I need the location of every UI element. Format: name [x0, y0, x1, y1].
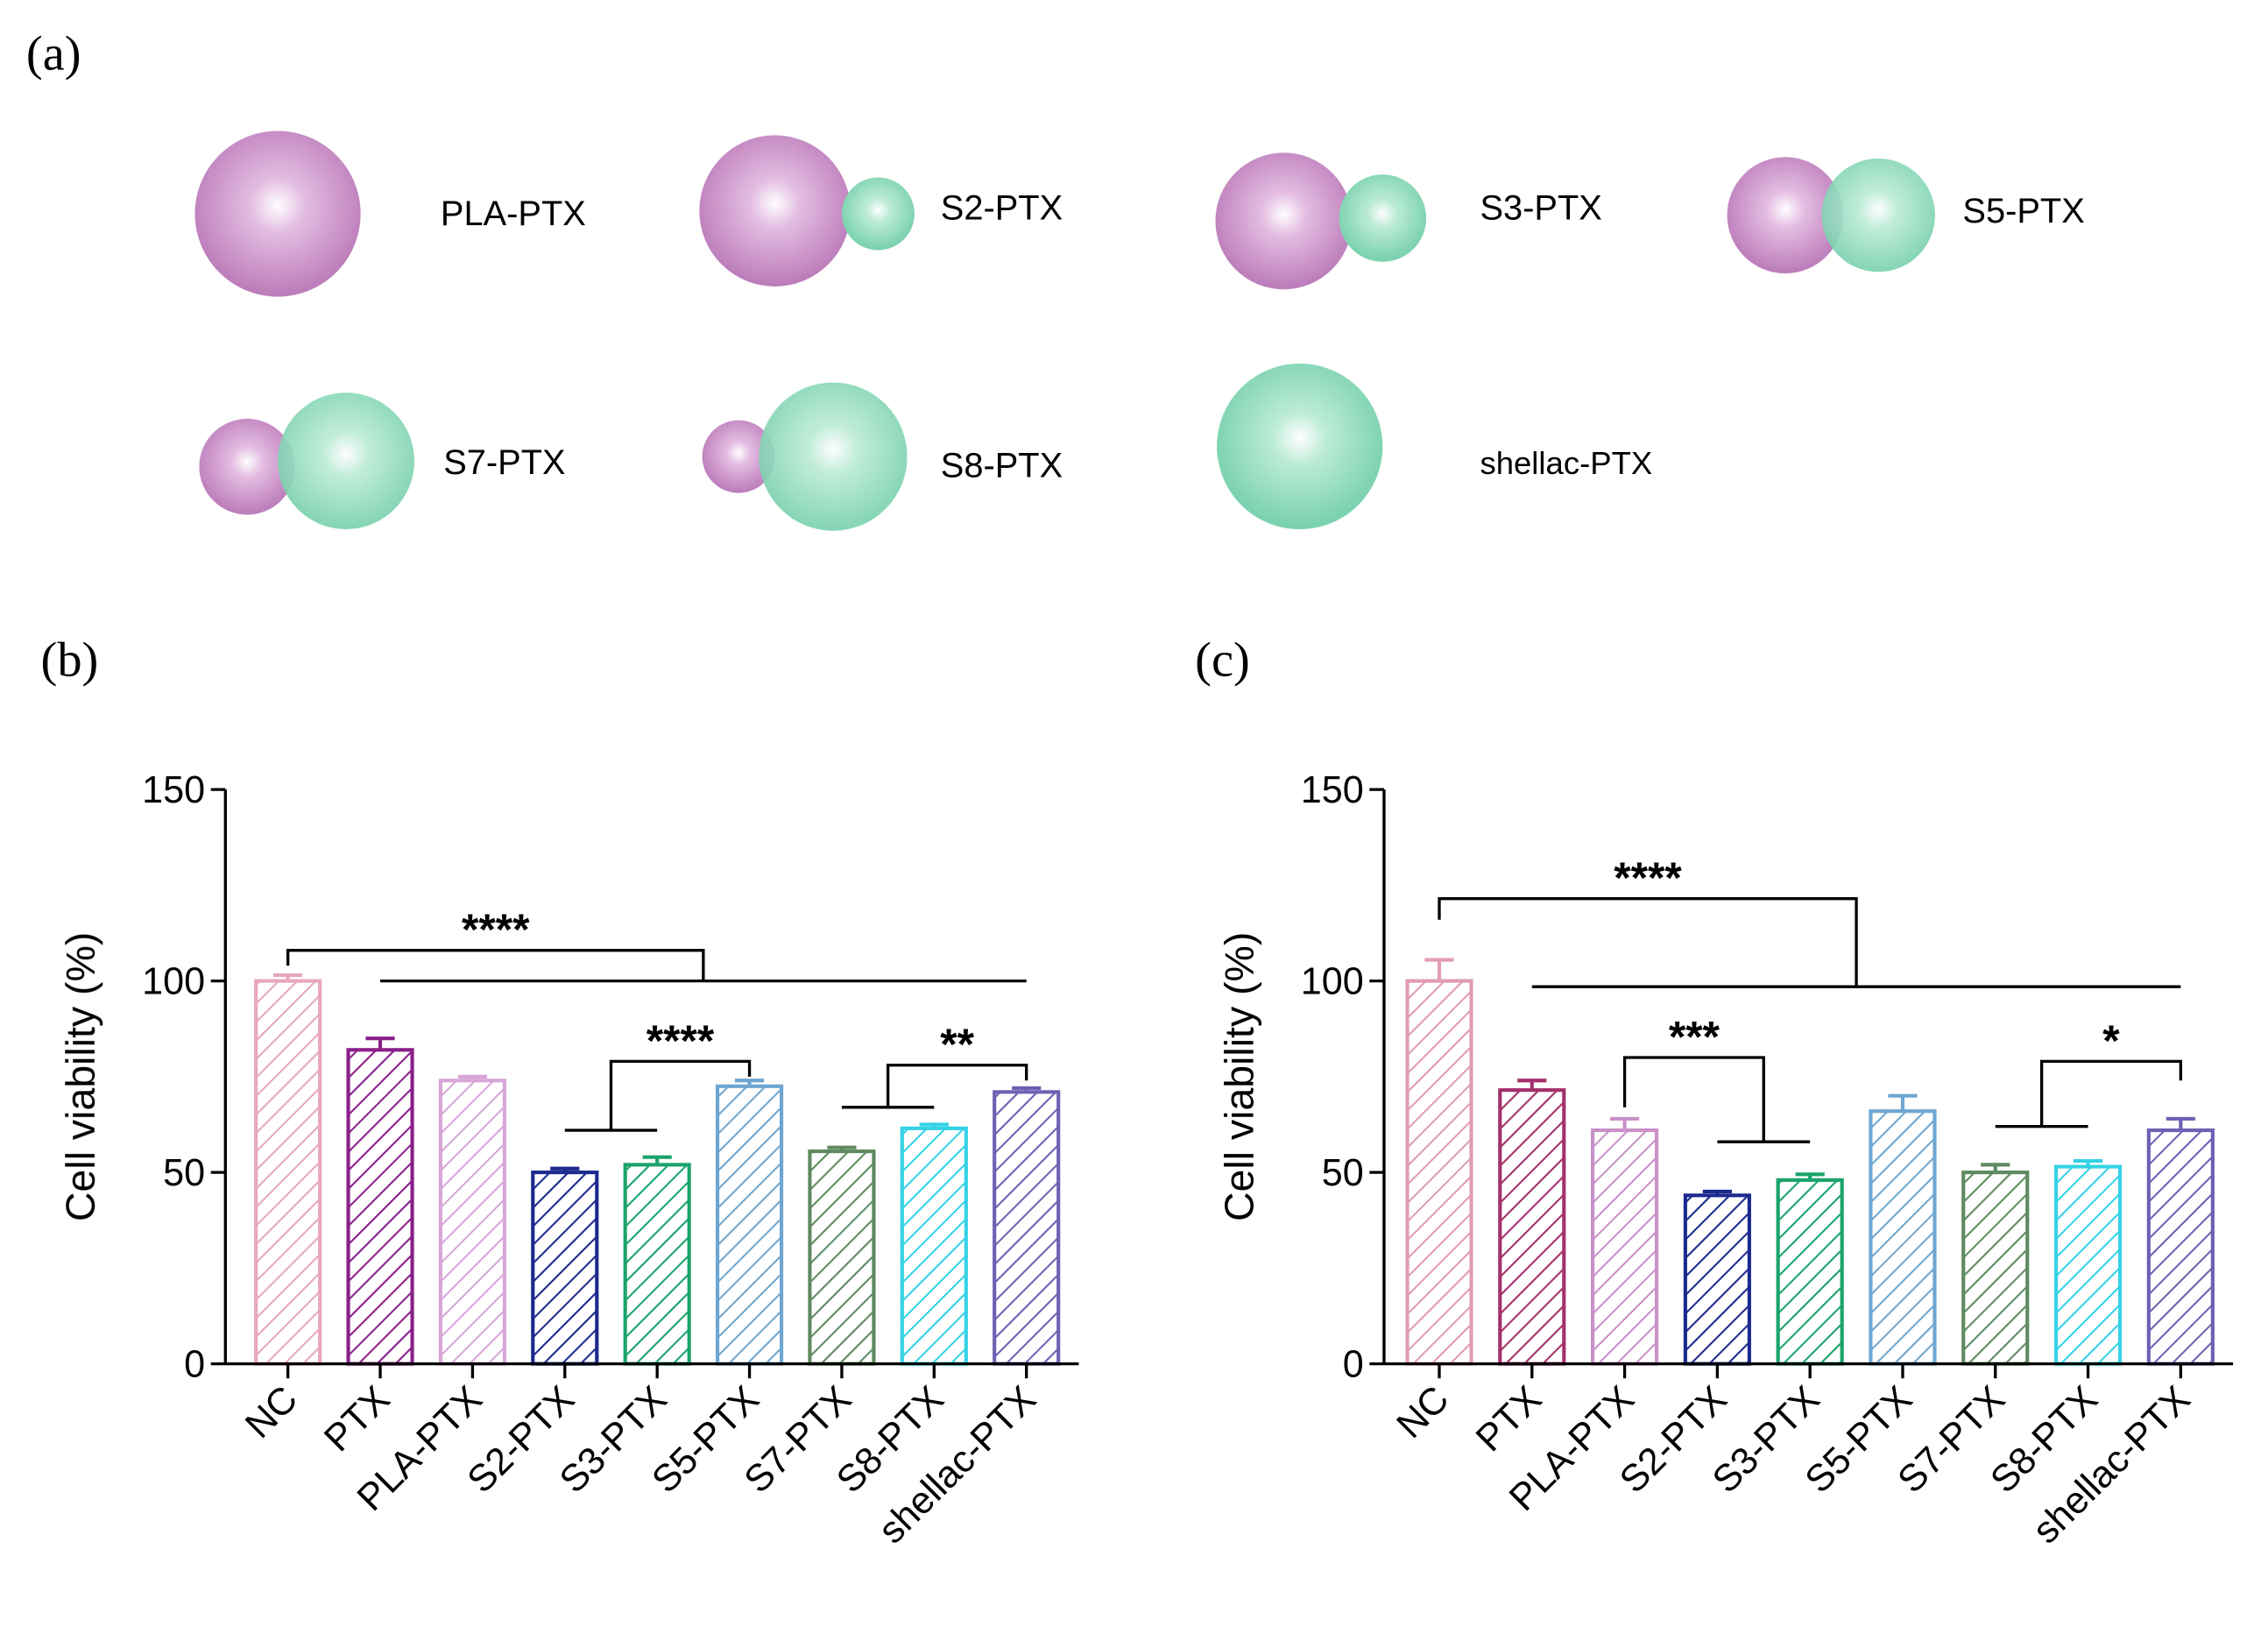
y-tick-label: 0	[1343, 1344, 1364, 1386]
error-bar	[919, 1122, 949, 1128]
bar	[808, 1150, 876, 1366]
particle-label: S2-PTX	[941, 189, 1063, 228]
error-bar	[2166, 1116, 2195, 1131]
x-tick-label: PTX	[1468, 1378, 1550, 1460]
bar	[1405, 979, 1473, 1366]
particle	[194, 131, 361, 297]
bar	[1498, 1088, 1566, 1366]
error-bar	[457, 1074, 488, 1081]
particle	[199, 418, 295, 515]
significance-bracket	[1438, 897, 1858, 987]
significance-bracket	[609, 1059, 752, 1131]
y-tick-label: 50	[1322, 1152, 1364, 1194]
bar	[2146, 1128, 2215, 1366]
error-bar	[1795, 1172, 1825, 1180]
error-bar	[273, 973, 303, 981]
particle-label: S8-PTX	[941, 446, 1063, 485]
error-bar	[1012, 1086, 1042, 1093]
y-axis-label: Cell viability (%)	[58, 932, 103, 1221]
particles	[194, 131, 1935, 531]
y-tick-label: 150	[1301, 769, 1364, 811]
bar	[1961, 1171, 2030, 1366]
particle	[1727, 157, 1844, 273]
bar	[1683, 1193, 1751, 1366]
error-bar	[1424, 958, 1454, 981]
x-tick-label: PTX	[316, 1378, 398, 1460]
panel-label: (c)	[1195, 633, 1250, 688]
y-axis-label: Cell viability (%)	[1217, 932, 1262, 1221]
y-tick-label: 100	[1301, 961, 1364, 1003]
y-tick-label: 150	[142, 769, 205, 811]
significance-bracket	[2040, 1059, 2183, 1127]
panel-label: (b)	[41, 633, 99, 688]
bar	[438, 1079, 507, 1366]
significance-bracket	[286, 949, 705, 981]
error-bar	[550, 1166, 580, 1173]
bar	[900, 1126, 968, 1366]
error-bar	[1888, 1093, 1918, 1112]
significance-bracket	[886, 1064, 1028, 1107]
bar	[2053, 1164, 2123, 1366]
x-tick-label: NC	[237, 1378, 306, 1447]
bar	[715, 1084, 784, 1366]
particle	[702, 420, 775, 493]
significance-bracket	[1622, 1056, 1765, 1142]
significance-label: ****	[646, 1016, 715, 1065]
particle-label: shellac-PTX	[1480, 445, 1652, 481]
error-bar	[1981, 1163, 2010, 1173]
y-tick-label: 50	[163, 1152, 205, 1194]
bar	[623, 1163, 691, 1366]
significance-label: *	[2102, 1016, 2120, 1065]
significance-label: ****	[1614, 853, 1682, 902]
x-tick-label: NC	[1388, 1378, 1457, 1447]
bar	[993, 1090, 1061, 1366]
particle-labels: PLA-PTX S2-PTX S3-PTX S5-PTX S7-PTX S8-P…	[441, 189, 2085, 485]
y-tick-label: 100	[142, 961, 205, 1003]
particle	[1821, 158, 1935, 272]
error-bar	[365, 1036, 395, 1050]
significance-label: **	[940, 1020, 974, 1069]
significance-label: ****	[462, 905, 530, 954]
error-bar	[1517, 1079, 1547, 1091]
bar	[1776, 1178, 1844, 1366]
bar	[1869, 1109, 1937, 1366]
significance-label: ***	[1669, 1012, 1720, 1061]
error-bar	[734, 1079, 765, 1086]
particle	[1217, 363, 1383, 530]
bar	[1591, 1128, 1659, 1366]
bar	[254, 979, 322, 1366]
particle	[1339, 174, 1427, 262]
particle	[841, 177, 915, 251]
particle-label: PLA-PTX	[441, 195, 586, 233]
panel-label: (a)	[26, 27, 81, 81]
particle-label: S5-PTX	[1962, 192, 2084, 230]
particle-label: S3-PTX	[1480, 189, 1601, 228]
bar	[531, 1171, 599, 1366]
y-tick-label: 0	[184, 1344, 205, 1386]
particle	[759, 382, 908, 531]
error-bar	[642, 1155, 672, 1165]
bar	[346, 1048, 414, 1366]
error-bar	[1702, 1189, 1732, 1196]
error-bar	[2073, 1158, 2103, 1167]
error-bar	[827, 1145, 857, 1152]
particle	[1215, 152, 1353, 290]
particle	[699, 135, 851, 286]
particle	[278, 393, 415, 530]
error-bar	[1609, 1116, 1640, 1131]
particle-label: S7-PTX	[443, 443, 565, 482]
